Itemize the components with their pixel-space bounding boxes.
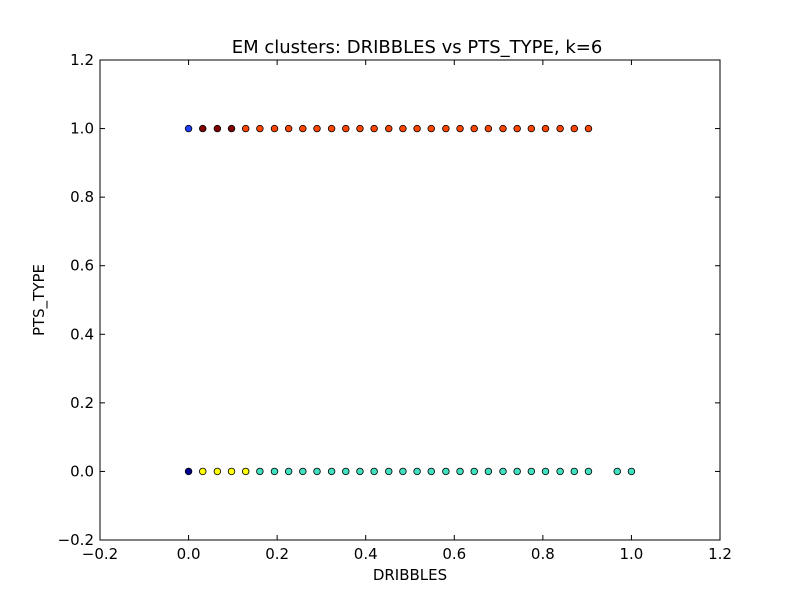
scatter-point-cluster-6 — [570, 124, 578, 133]
y-tick-label: 0.2 — [70, 394, 94, 412]
x-tick-label: 0.2 — [265, 545, 289, 563]
scatter-point-cluster-6 — [256, 124, 264, 133]
scatter-point-cluster-6 — [442, 124, 450, 133]
scatter-point-cluster-4 — [399, 467, 407, 476]
scatter-point-cluster-3 — [199, 467, 207, 476]
x-tick-label: 0.6 — [442, 545, 466, 563]
y-tick-label: 0.4 — [70, 325, 94, 343]
scatter-point-cluster-6 — [541, 124, 550, 133]
scatter-point-cluster-2 — [184, 124, 193, 133]
x-tick-label: 0.0 — [177, 545, 201, 563]
scatter-point-cluster-3 — [241, 467, 250, 476]
scatter-point-cluster-4 — [541, 467, 550, 476]
y-tick-label: −0.2 — [58, 531, 94, 549]
y-tick-label: 1.0 — [70, 120, 94, 138]
scatter-point-cluster-6 — [527, 124, 536, 133]
scatter-point-cluster-4 — [527, 467, 536, 476]
scatter-point-cluster-4 — [370, 467, 378, 476]
scatter-point-cluster-4 — [456, 467, 464, 476]
scatter-point-cluster-6 — [399, 124, 407, 133]
scatter-point-cluster-5 — [213, 124, 222, 133]
x-tick-label: 0.4 — [354, 545, 378, 563]
scatter-point-cluster-4 — [499, 467, 507, 476]
scatter-point-cluster-1 — [184, 467, 193, 476]
x-tick-label: 1.2 — [708, 545, 732, 563]
scatter-point-cluster-6 — [413, 124, 421, 133]
scatter-point-cluster-4 — [442, 467, 450, 476]
scatter-point-cluster-6 — [313, 124, 321, 133]
scatter-point-cluster-4 — [342, 467, 350, 476]
scatter-point-cluster-4 — [385, 467, 393, 476]
scatter-point-cluster-6 — [513, 124, 521, 133]
scatter-point-cluster-4 — [613, 467, 621, 476]
scatter-point-cluster-6 — [284, 124, 293, 133]
y-tick-label: 1.2 — [70, 51, 94, 69]
scatter-point-cluster-4 — [427, 467, 435, 476]
scatter-point-cluster-6 — [327, 124, 336, 133]
scatter-point-cluster-4 — [284, 467, 293, 476]
scatter-point-cluster-6 — [427, 124, 435, 133]
x-tick-label: −0.2 — [82, 545, 118, 563]
axis-ticks: −0.2 0.0 0.2 0.4 0.6 0.8 1.0 1.2 −0.2 0.0 0.2 0.4 0.… — [58, 51, 732, 563]
y-tick-label: 0.6 — [70, 257, 94, 275]
scatter-point-cluster-4 — [570, 467, 578, 476]
y-tick-label: 0.8 — [70, 188, 94, 206]
scatter-point-cluster-6 — [270, 124, 279, 133]
scatter-point-cluster-6 — [584, 124, 593, 133]
scatter-point-cluster-6 — [299, 124, 307, 133]
scatter-point-cluster-5 — [227, 124, 236, 133]
scatter-points — [184, 124, 636, 476]
scatter-point-cluster-5 — [199, 124, 207, 133]
scatter-point-cluster-4 — [299, 467, 307, 476]
scatter-point-cluster-6 — [456, 124, 464, 133]
scatter-point-cluster-6 — [556, 124, 564, 133]
scatter-point-cluster-6 — [385, 124, 393, 133]
scatter-point-cluster-4 — [513, 467, 521, 476]
scatter-point-cluster-4 — [313, 467, 321, 476]
x-axis-label: DRIBBLES — [373, 566, 447, 584]
chart-title: EM clusters: DRIBBLES vs PTS_TYPE, k=6 — [232, 37, 603, 58]
scatter-point-cluster-4 — [356, 467, 364, 476]
scatter-point-cluster-6 — [499, 124, 507, 133]
y-tick-label: 0.0 — [70, 462, 94, 480]
x-tick-label: 1.0 — [619, 545, 643, 563]
scatter-point-cluster-6 — [356, 124, 364, 133]
scatter-point-cluster-4 — [484, 467, 493, 476]
scatter-point-cluster-6 — [470, 124, 478, 133]
scatter-point-cluster-6 — [342, 124, 350, 133]
scatter-point-cluster-4 — [584, 467, 593, 476]
x-tick-label: 0.8 — [531, 545, 555, 563]
scatter-point-cluster-4 — [470, 467, 478, 476]
scatter-point-cluster-6 — [370, 124, 378, 133]
scatter-point-cluster-4 — [256, 467, 264, 476]
plot-area — [99, 59, 721, 541]
scatter-point-cluster-4 — [627, 467, 636, 476]
scatter-point-cluster-3 — [227, 467, 236, 476]
scatter-point-cluster-4 — [556, 467, 564, 476]
scatter-point-cluster-4 — [327, 467, 336, 476]
scatter-point-cluster-4 — [270, 467, 279, 476]
scatter-point-cluster-6 — [484, 124, 493, 133]
scatter-point-cluster-6 — [241, 124, 250, 133]
y-axis-label: PTS_TYPE — [30, 264, 49, 336]
scatter-point-cluster-3 — [213, 467, 222, 476]
scatter-point-cluster-4 — [413, 467, 421, 476]
